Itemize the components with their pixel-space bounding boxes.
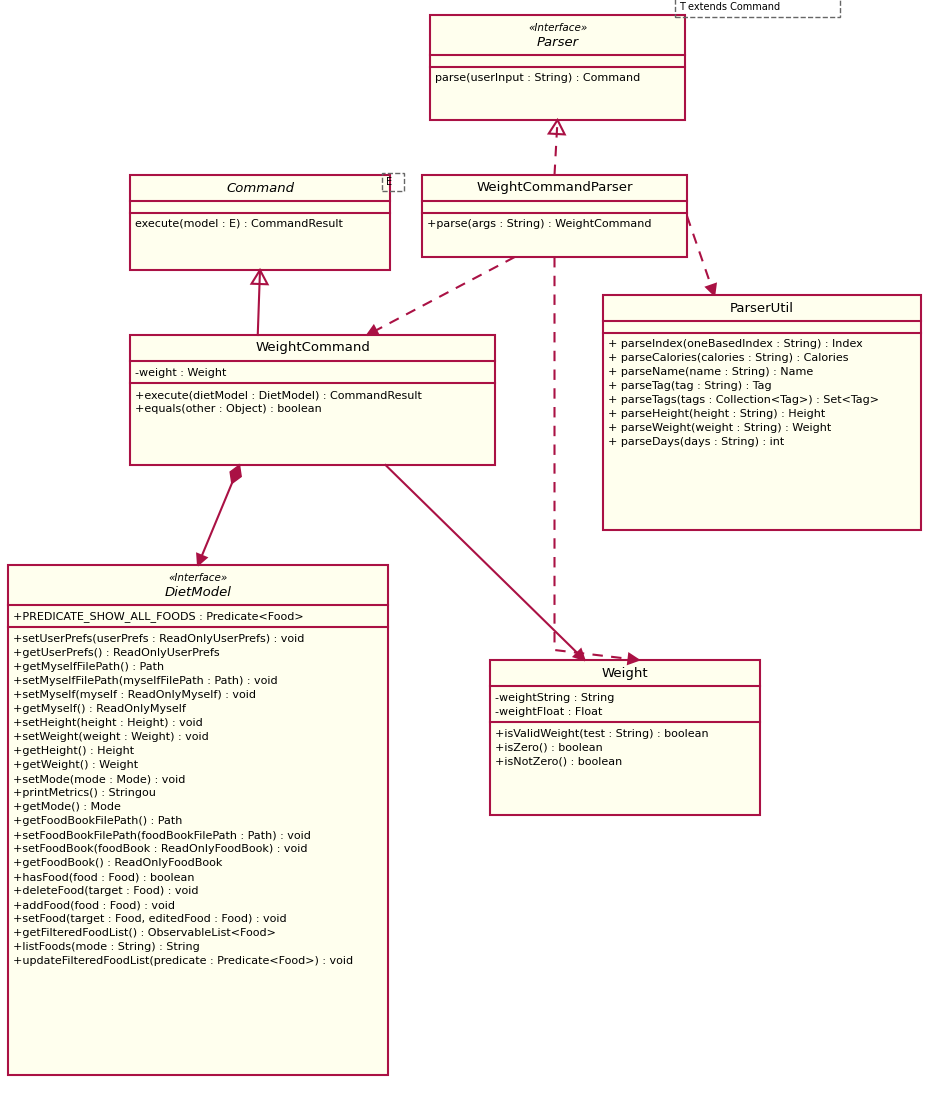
Text: +setFoodBookFilePath(foodBookFilePath : Path) : void: +setFoodBookFilePath(foodBookFilePath : … — [13, 830, 311, 840]
Text: +setMyself(myself : ReadOnlyMyself) : void: +setMyself(myself : ReadOnlyMyself) : vo… — [13, 690, 256, 700]
Text: +isValidWeight(test : String) : boolean: +isValidWeight(test : String) : boolean — [495, 729, 708, 739]
Text: +getFilteredFoodList() : ObservableList<Food>: +getFilteredFoodList() : ObservableList<… — [13, 928, 276, 938]
Text: + parseTag(tag : String) : Tag: + parseTag(tag : String) : Tag — [608, 381, 772, 391]
Text: +setFood(target : Food, editedFood : Food) : void: +setFood(target : Food, editedFood : Foo… — [13, 914, 287, 924]
Bar — [422, 175, 687, 256]
Text: +execute(dietModel : DietModel) : CommandResult: +execute(dietModel : DietModel) : Comman… — [135, 390, 422, 400]
Text: -weightFloat : Float: -weightFloat : Float — [495, 707, 602, 717]
Polygon shape — [628, 654, 639, 664]
Text: + parseCalories(calories : String) : Calories: + parseCalories(calories : String) : Cal… — [608, 353, 848, 363]
Text: -weightString : String: -weightString : String — [495, 693, 614, 703]
Text: + parseWeight(weight : String) : Weight: + parseWeight(weight : String) : Weight — [608, 423, 831, 433]
Bar — [430, 15, 685, 119]
Text: +printMetrics() : Stringou: +printMetrics() : Stringou — [13, 788, 155, 798]
Text: execute(model : E) : CommandResult: execute(model : E) : CommandResult — [135, 219, 343, 229]
Text: «Interface»: «Interface» — [528, 23, 587, 33]
Text: +equals(other : Object) : boolean: +equals(other : Object) : boolean — [135, 404, 322, 414]
Polygon shape — [367, 326, 378, 335]
Text: Weight: Weight — [601, 666, 648, 680]
Text: + parseName(name : String) : Name: + parseName(name : String) : Name — [608, 367, 814, 377]
Bar — [382, 173, 404, 191]
Text: +listFoods(mode : String) : String: +listFoods(mode : String) : String — [13, 941, 200, 952]
Bar — [490, 660, 760, 815]
Text: Command: Command — [226, 182, 294, 194]
Bar — [675, 0, 840, 18]
Text: +deleteFood(target : Food) : void: +deleteFood(target : Food) : void — [13, 886, 198, 897]
Text: DietModel: DietModel — [165, 585, 232, 598]
Polygon shape — [197, 553, 207, 566]
Text: +PREDICATE_SHOW_ALL_FOODS : Predicate<Food>: +PREDICATE_SHOW_ALL_FOODS : Predicate<Fo… — [13, 612, 304, 623]
Text: WeightCommandParser: WeightCommandParser — [477, 182, 633, 194]
Text: E: E — [386, 176, 392, 187]
Text: +setHeight(height : Height) : void: +setHeight(height : Height) : void — [13, 718, 203, 728]
Text: +isNotZero() : boolean: +isNotZero() : boolean — [495, 757, 622, 767]
Text: +getUserPrefs() : ReadOnlyUserPrefs: +getUserPrefs() : ReadOnlyUserPrefs — [13, 648, 220, 658]
Text: +setUserPrefs(userPrefs : ReadOnlyUserPrefs) : void: +setUserPrefs(userPrefs : ReadOnlyUserPr… — [13, 633, 304, 644]
Text: -weight : Weight: -weight : Weight — [135, 368, 226, 378]
Text: +setMyselfFilePath(myselfFilePath : Path) : void: +setMyselfFilePath(myselfFilePath : Path… — [13, 676, 277, 686]
Text: + parseTags(tags : Collection<Tag>) : Set<Tag>: + parseTags(tags : Collection<Tag>) : Se… — [608, 395, 879, 406]
Text: +updateFilteredFoodList(predicate : Predicate<Food>) : void: +updateFilteredFoodList(predicate : Pred… — [13, 956, 353, 966]
Text: Parser: Parser — [536, 35, 578, 48]
Text: + parseHeight(height : String) : Height: + parseHeight(height : String) : Height — [608, 409, 825, 419]
Text: +getFoodBook() : ReadOnlyFoodBook: +getFoodBook() : ReadOnlyFoodBook — [13, 858, 223, 868]
Text: +getWeight() : Weight: +getWeight() : Weight — [13, 760, 138, 770]
Text: +setFoodBook(foodBook : ReadOnlyFoodBook) : void: +setFoodBook(foodBook : ReadOnlyFoodBook… — [13, 844, 307, 854]
Text: +getHeight() : Height: +getHeight() : Height — [13, 746, 134, 756]
Polygon shape — [573, 650, 585, 660]
Text: +getMyself() : ReadOnlyMyself: +getMyself() : ReadOnlyMyself — [13, 704, 186, 713]
Text: WeightCommand: WeightCommand — [255, 342, 370, 354]
Text: «Interface»: «Interface» — [169, 573, 227, 583]
Text: +hasFood(food : Food) : boolean: +hasFood(food : Food) : boolean — [13, 872, 195, 882]
Bar — [130, 335, 495, 465]
Polygon shape — [707, 284, 716, 295]
Text: parse(userInput : String) : Command: parse(userInput : String) : Command — [435, 73, 641, 83]
Text: +isZero() : boolean: +isZero() : boolean — [495, 743, 602, 753]
Text: +setMode(mode : Mode) : void: +setMode(mode : Mode) : void — [13, 774, 185, 784]
Text: +addFood(food : Food) : void: +addFood(food : Food) : void — [13, 900, 175, 910]
Text: + parseIndex(oneBasedIndex : String) : Index: + parseIndex(oneBasedIndex : String) : I… — [608, 339, 863, 349]
Bar — [603, 295, 921, 530]
Bar — [130, 175, 390, 270]
Text: +setWeight(weight : Weight) : void: +setWeight(weight : Weight) : void — [13, 732, 209, 742]
Text: + parseDays(days : String) : int: + parseDays(days : String) : int — [608, 437, 784, 447]
Text: ParserUtil: ParserUtil — [730, 301, 794, 315]
Text: T extends Command: T extends Command — [679, 2, 780, 12]
Bar — [8, 566, 388, 1075]
Polygon shape — [230, 465, 241, 483]
Text: +getMode() : Mode: +getMode() : Mode — [13, 802, 121, 812]
Text: +parse(args : String) : WeightCommand: +parse(args : String) : WeightCommand — [427, 219, 652, 229]
Text: +getMyselfFilePath() : Path: +getMyselfFilePath() : Path — [13, 662, 164, 672]
Text: +getFoodBookFilePath() : Path: +getFoodBookFilePath() : Path — [13, 817, 182, 826]
